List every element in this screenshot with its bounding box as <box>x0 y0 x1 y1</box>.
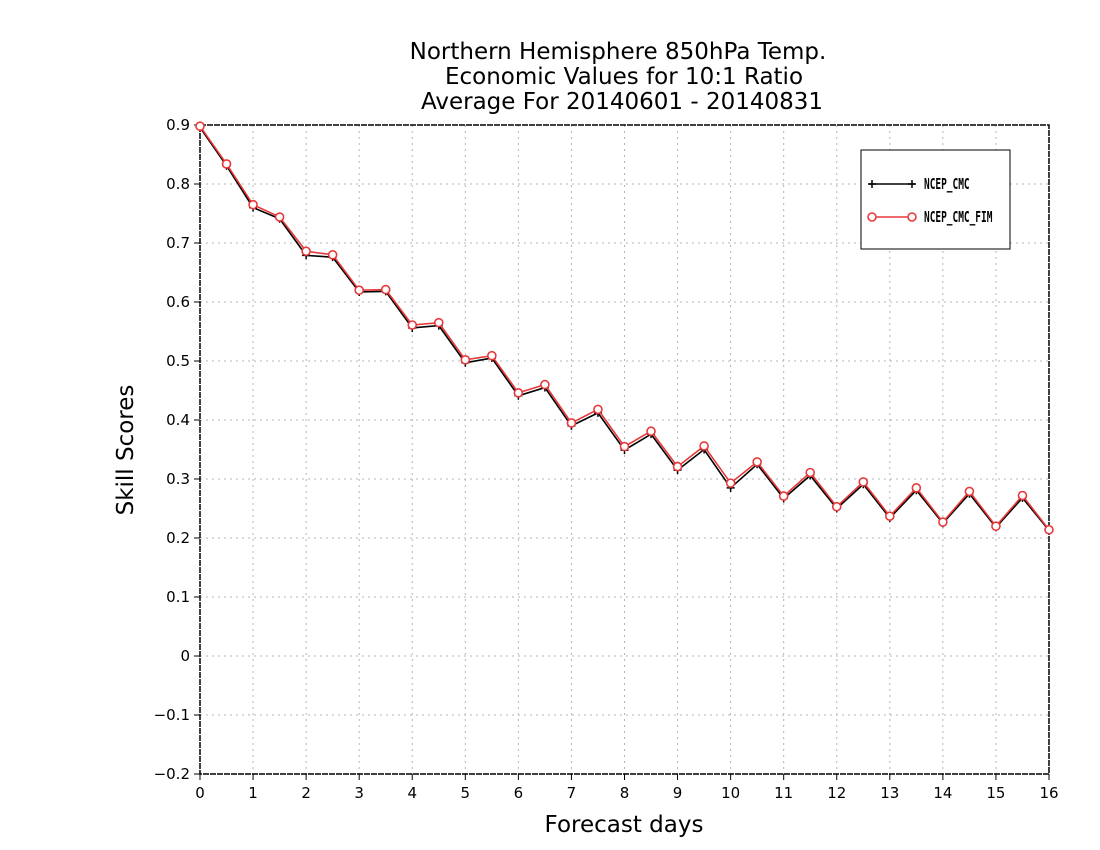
title-line-1: Northern Hemisphere 850hPa Temp. <box>410 39 827 65</box>
y-tick-label: 0.4 <box>166 411 190 429</box>
x-tick-label: 16 <box>1039 784 1058 802</box>
y-tick-label: 0 <box>180 647 190 665</box>
legend-entry: NCEP_CMC <box>868 175 970 193</box>
y-tick-label: −0.2 <box>154 765 190 783</box>
y-tick-label: 0.9 <box>166 116 190 134</box>
x-tick-label: 3 <box>354 784 364 802</box>
data-point <box>778 491 789 501</box>
data-point <box>911 483 922 493</box>
legend-marker <box>868 180 876 188</box>
x-tick-label: 15 <box>986 784 1005 802</box>
series-ncep-cmc-fim <box>195 121 1054 535</box>
x-tick-label: 4 <box>407 784 417 802</box>
data-point <box>699 441 709 451</box>
data-point <box>752 457 762 467</box>
data-point <box>274 212 285 222</box>
x-tick-label: 10 <box>721 784 740 802</box>
legend-box <box>860 149 1011 250</box>
legend-items: NCEP_CMC NCEP_CMC_FIM <box>867 175 992 226</box>
data-point <box>248 199 258 210</box>
x-axis-ticks: 0 1 2 3 4 5 6 7 8 9 10 11 12 13 14 15 16 <box>195 774 1059 802</box>
data-point <box>1017 490 1028 501</box>
legend-marker <box>908 180 916 188</box>
y-axis-label: Skill Scores <box>113 385 139 516</box>
data-point <box>805 467 816 478</box>
data-point <box>885 511 895 521</box>
data-point <box>487 350 497 361</box>
y-axis-ticks: 0.9 0.8 0.7 0.6 0.5 0.4 0.3 0.2 0.1 0 −0.1 −0.2 <box>154 116 200 783</box>
data-point <box>327 250 338 260</box>
x-axis-label: Forecast days <box>545 812 704 838</box>
data-point <box>991 521 1001 532</box>
series-layer <box>195 121 1054 535</box>
x-tick-label: 1 <box>248 784 258 802</box>
data-point <box>407 320 418 330</box>
x-tick-label: 8 <box>620 784 630 802</box>
data-point <box>593 404 603 415</box>
data-point <box>858 477 869 487</box>
legend-label: NCEP_CMC <box>924 175 970 193</box>
x-tick-label: 2 <box>301 784 311 802</box>
x-tick-label: 12 <box>827 784 846 802</box>
data-point <box>831 501 842 512</box>
y-tick-label: 0.1 <box>166 588 190 606</box>
title-line-3: Average For 20140601 - 20140831 <box>421 89 823 115</box>
data-point <box>380 284 391 295</box>
y-tick-label: 0.2 <box>166 529 190 547</box>
x-tick-label: 0 <box>195 784 205 802</box>
legend-entry: NCEP_CMC_FIM <box>867 208 992 226</box>
y-tick-label: 0.7 <box>166 234 190 252</box>
data-point <box>619 441 630 452</box>
chart-title: Northern Hemisphere 850hPa Temp. Economi… <box>410 39 827 115</box>
data-point <box>221 159 232 169</box>
x-tick-label: 11 <box>774 784 793 802</box>
data-point <box>1044 524 1054 535</box>
data-point <box>672 461 683 472</box>
data-point <box>301 246 311 257</box>
x-tick-label: 6 <box>514 784 524 802</box>
x-tick-label: 7 <box>567 784 577 802</box>
y-tick-label: 0.8 <box>166 175 190 193</box>
legend-marker <box>907 212 917 222</box>
legend-marker <box>867 212 877 222</box>
title-line-2: Economic Values for 10:1 Ratio <box>445 64 803 90</box>
x-tick-label: 9 <box>673 784 683 802</box>
data-point <box>433 317 444 328</box>
y-tick-label: 0.3 <box>166 470 190 488</box>
data-point <box>460 355 471 365</box>
grid-lines <box>200 125 1049 774</box>
y-tick-label: 0.5 <box>166 352 190 370</box>
data-point <box>195 121 205 131</box>
data-point <box>938 517 948 527</box>
data-point <box>964 486 975 497</box>
data-point <box>513 388 524 398</box>
x-tick-label: 5 <box>461 784 471 802</box>
data-point <box>354 285 364 296</box>
x-tick-label: 13 <box>880 784 899 802</box>
data-point <box>725 478 736 488</box>
y-tick-label: 0.6 <box>166 293 190 311</box>
legend: NCEP_CMC NCEP_CMC_FIM <box>860 149 1011 250</box>
legend-label: NCEP_CMC_FIM <box>924 208 992 226</box>
x-tick-label: 14 <box>933 784 952 802</box>
plot-frame <box>199 124 1050 775</box>
y-tick-label: −0.1 <box>154 706 190 724</box>
data-point <box>540 379 550 390</box>
data-point <box>646 426 656 437</box>
data-point <box>566 418 577 428</box>
